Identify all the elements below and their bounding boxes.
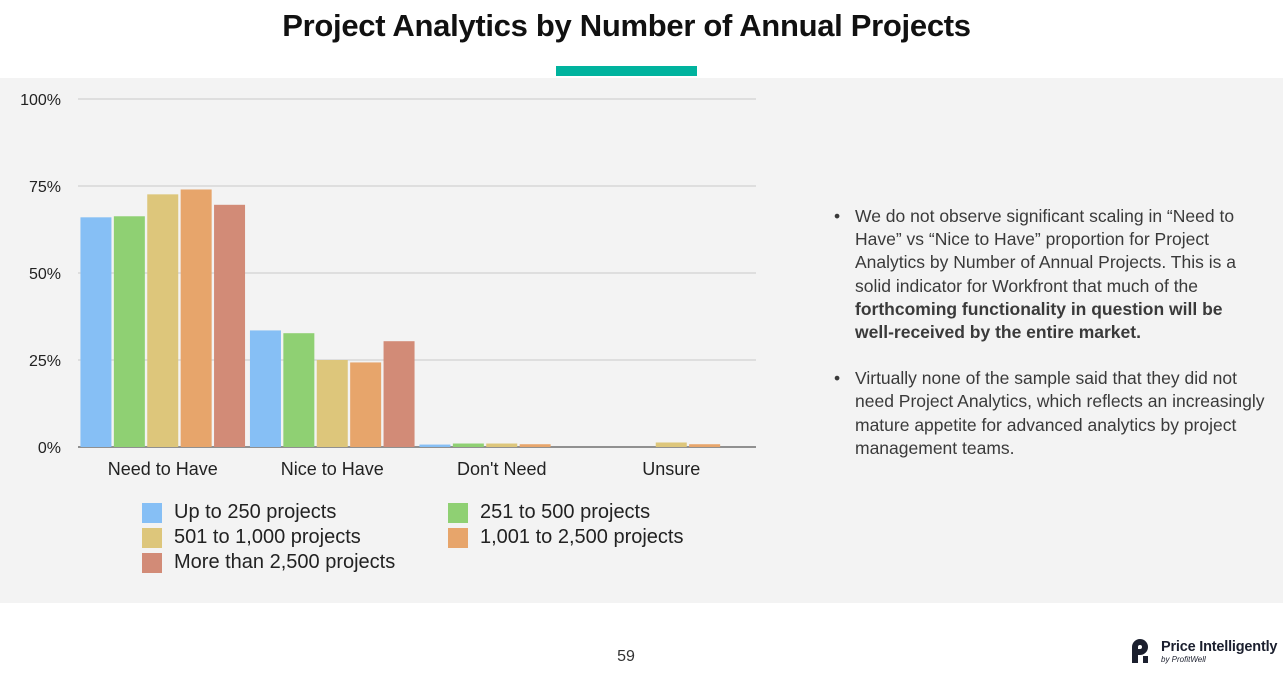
legend-swatch bbox=[142, 502, 162, 523]
legend-label: Up to 250 projects bbox=[174, 501, 337, 523]
page-number: 59 bbox=[617, 648, 635, 665]
note-1-text: We do not observe significant scaling in… bbox=[855, 206, 1236, 296]
bar bbox=[316, 360, 348, 447]
x-category-label: Don't Need bbox=[457, 459, 547, 479]
bar bbox=[350, 362, 382, 447]
note-1: • We do not observe significant scaling … bbox=[834, 205, 1266, 344]
note-2-text: Virtually none of the sample said that t… bbox=[855, 368, 1265, 458]
legend-item: 501 to 1,000 projects bbox=[142, 525, 361, 550]
title-accent-bar bbox=[556, 66, 697, 76]
legend-label: 501 to 1,000 projects bbox=[174, 526, 361, 548]
bullet-icon: • bbox=[834, 368, 841, 389]
bar bbox=[655, 442, 687, 447]
page-title: Project Analytics by Number of Annual Pr… bbox=[282, 8, 971, 43]
legend-item: Up to 250 projects bbox=[142, 500, 336, 525]
bullet-icon: • bbox=[834, 206, 841, 226]
x-category-label: Nice to Have bbox=[281, 459, 384, 479]
legend-swatch bbox=[448, 502, 468, 523]
y-tick-label: 50% bbox=[29, 266, 61, 283]
note-1-bold: forthcoming functionality in question wi… bbox=[855, 298, 1223, 343]
brand-tagline: by ProfitWell bbox=[1161, 654, 1206, 664]
y-tick-label: 75% bbox=[29, 179, 61, 196]
y-tick-label: 25% bbox=[29, 353, 61, 370]
price-intelligently-logo-icon bbox=[1132, 639, 1148, 663]
bar bbox=[486, 443, 518, 447]
legend-label: 251 to 500 projects bbox=[480, 501, 651, 523]
bar bbox=[452, 443, 484, 447]
x-category-label: Need to Have bbox=[108, 459, 218, 479]
bar bbox=[519, 444, 551, 447]
legend-item: More than 2,500 projects bbox=[142, 550, 395, 575]
bar bbox=[113, 216, 145, 447]
bar bbox=[689, 444, 721, 447]
x-category-label: Unsure bbox=[642, 459, 700, 479]
notes-panel: • We do not observe significant scaling … bbox=[834, 205, 1266, 483]
bar bbox=[80, 217, 112, 447]
brand-logo: Price Intelligently by ProfitWell bbox=[1130, 639, 1277, 665]
note-2: • Virtually none of the sample said that… bbox=[834, 367, 1266, 460]
brand-name: Price Intelligently bbox=[1161, 638, 1278, 655]
bar bbox=[249, 330, 281, 447]
bar bbox=[214, 204, 246, 447]
chart-legend: Up to 250 projects 251 to 500 projects 501… bbox=[142, 500, 742, 580]
bar bbox=[180, 189, 212, 447]
legend-swatch bbox=[142, 527, 162, 548]
legend-swatch bbox=[142, 552, 162, 573]
legend-label: More than 2,500 projects bbox=[174, 551, 396, 573]
bar bbox=[419, 444, 451, 447]
bar bbox=[147, 194, 179, 447]
bar bbox=[283, 333, 315, 447]
legend-item: 251 to 500 projects bbox=[448, 500, 650, 525]
bar-chart: 0% 25% 50% 75% 100% Need to Have Nice to Have D… bbox=[20, 92, 756, 479]
legend-item: 1,001 to 2,500 projects bbox=[448, 525, 683, 550]
bar bbox=[383, 341, 415, 447]
content-panel bbox=[0, 78, 1283, 603]
legend-label: 1,001 to 2,500 projects bbox=[480, 526, 684, 548]
y-tick-label: 100% bbox=[20, 92, 61, 109]
legend-swatch bbox=[448, 527, 468, 548]
y-tick-label: 0% bbox=[38, 440, 61, 457]
